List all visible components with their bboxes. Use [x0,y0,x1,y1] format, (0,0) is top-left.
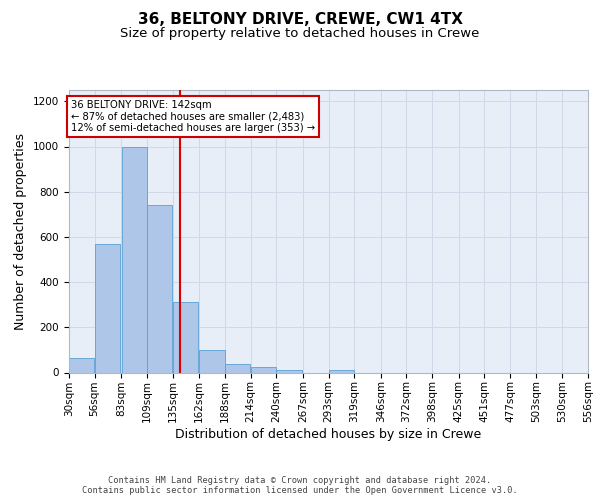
Bar [277,370,302,372]
Bar [173,302,198,372]
Text: 36, BELTONY DRIVE, CREWE, CW1 4TX: 36, BELTONY DRIVE, CREWE, CW1 4TX [137,12,463,28]
Bar [225,364,250,372]
Text: Size of property relative to detached houses in Crewe: Size of property relative to detached ho… [121,28,479,40]
Bar [69,358,94,372]
Bar [95,244,120,372]
Bar [147,206,172,372]
Bar [122,146,147,372]
Y-axis label: Number of detached properties: Number of detached properties [14,132,28,330]
Text: 36 BELTONY DRIVE: 142sqm
← 87% of detached houses are smaller (2,483)
12% of sem: 36 BELTONY DRIVE: 142sqm ← 87% of detach… [71,100,315,134]
X-axis label: Distribution of detached houses by size in Crewe: Distribution of detached houses by size … [175,428,482,441]
Text: Contains HM Land Registry data © Crown copyright and database right 2024.
Contai: Contains HM Land Registry data © Crown c… [82,476,518,495]
Bar [251,367,276,372]
Bar [329,370,354,372]
Bar [199,350,224,372]
